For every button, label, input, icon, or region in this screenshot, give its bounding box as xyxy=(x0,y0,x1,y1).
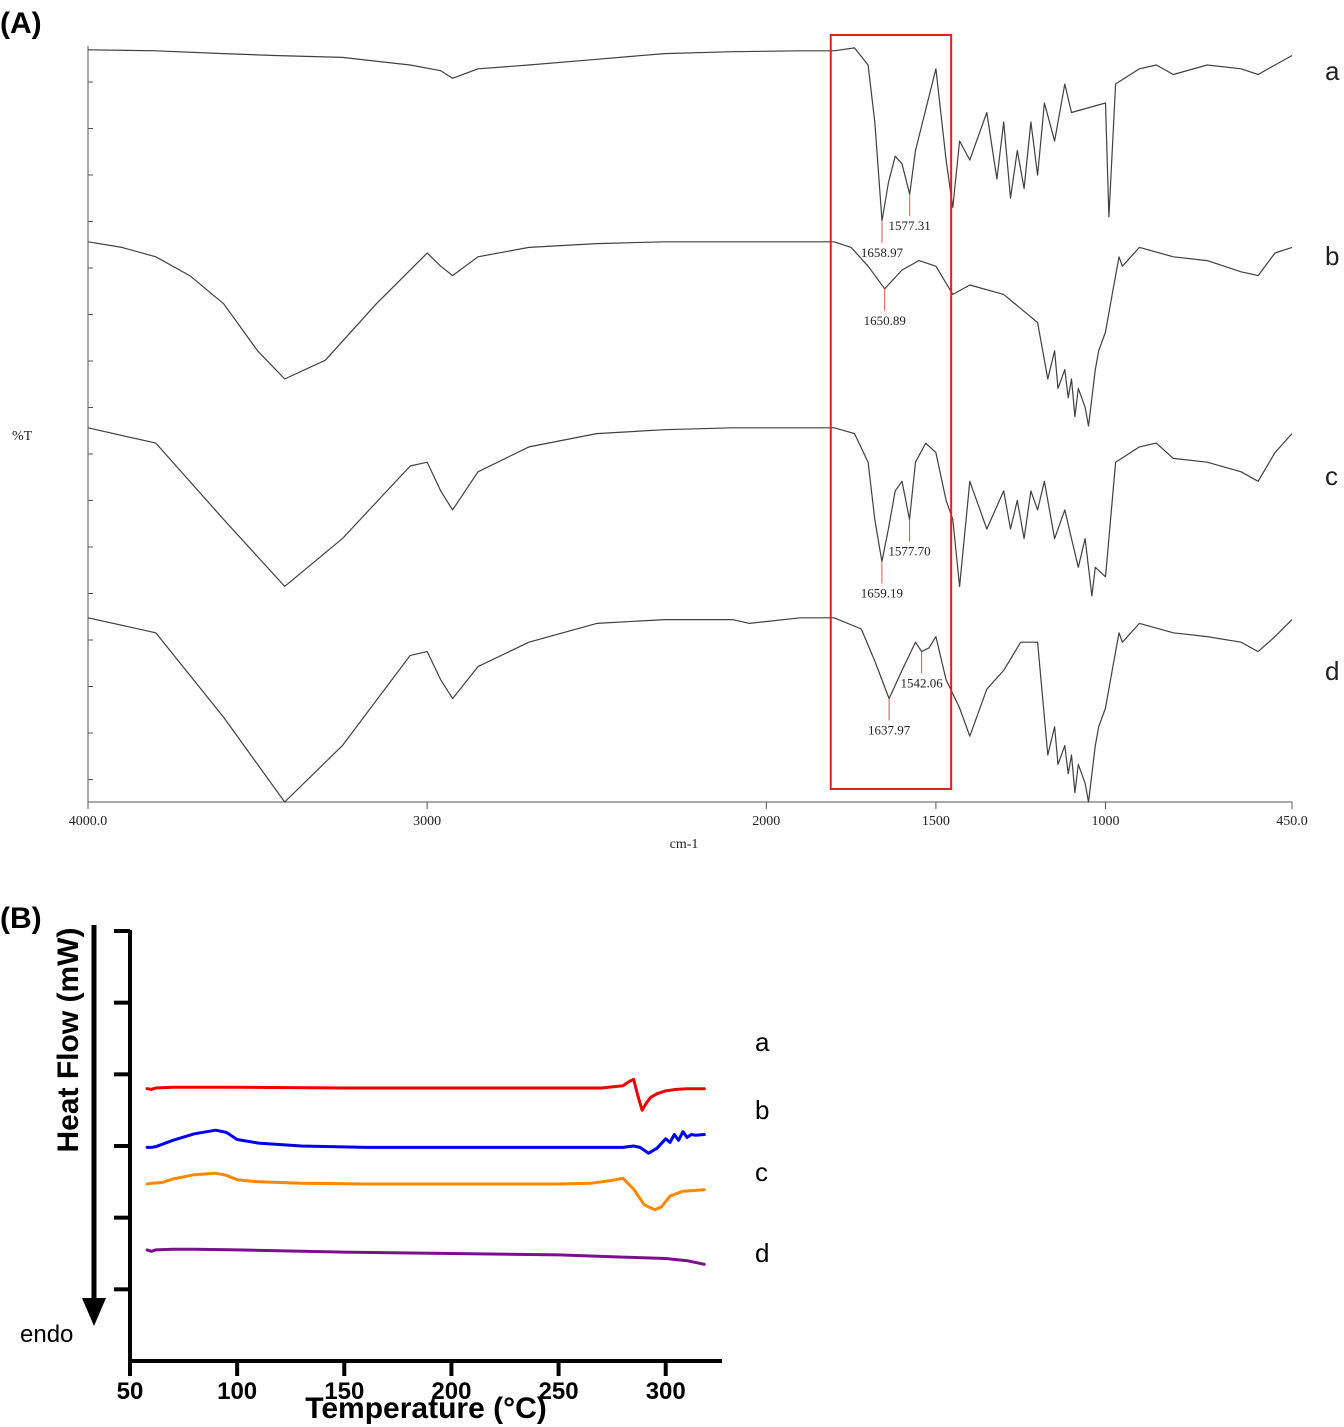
dsc-x-tick-label: 250 xyxy=(539,1378,579,1405)
dsc-series-label-b: b xyxy=(755,1095,769,1125)
svg-text:Heat Flow (mW): Heat Flow (mW) xyxy=(52,928,85,1153)
ftir-x-tick-label: 3000 xyxy=(413,814,441,829)
ftir-y-axis-label: %T xyxy=(12,429,33,444)
endo-arrow-head xyxy=(82,1298,106,1326)
dsc-x-tick-label: 300 xyxy=(646,1378,686,1405)
dsc-y-axis-title: Heat Flow (mW) xyxy=(52,928,85,1153)
ftir-x-tick-label: 450.0 xyxy=(1276,814,1308,829)
ftir-series-label-a: a xyxy=(1325,56,1340,86)
ftir-x-tick-label: 2000 xyxy=(752,814,780,829)
dsc-x-tick-label: 200 xyxy=(431,1378,471,1405)
dsc-chart: Heat Flow (mW) endo 50 100 150 200 250 300 a b… xyxy=(20,925,770,1425)
ftir-series-d xyxy=(87,617,1293,803)
dsc-series-label-d: d xyxy=(755,1238,769,1268)
ftir-x-tick-label: 1000 xyxy=(1091,814,1119,829)
ftir-x-tick-label: 1500 xyxy=(922,814,950,829)
ftir-series-b xyxy=(87,241,1293,427)
ftir-x-axis-label: cm-1 xyxy=(670,837,699,852)
endo-label: endo xyxy=(20,1321,73,1348)
panel-a-label: (A) xyxy=(0,7,42,40)
dsc-series-label-c: c xyxy=(755,1157,768,1187)
dsc-series-d xyxy=(145,1247,706,1266)
ftir-peak-label: 1542.06 xyxy=(900,676,943,691)
dsc-x-tick-label: 100 xyxy=(217,1378,257,1405)
dsc-series-c xyxy=(145,1171,706,1212)
ftir-chart: %T cm-1 4000.0 3000 2000 1500 1000 450.0 1658… xyxy=(12,34,1340,852)
panel-b-label: (B) xyxy=(0,902,42,935)
ftir-peak-label: 1577.31 xyxy=(889,218,931,233)
ftir-series-label-b: b xyxy=(1325,241,1339,271)
ftir-series-label-c: c xyxy=(1325,461,1338,491)
dsc-x-axis-title: Temperature (°C) xyxy=(305,1392,546,1425)
ftir-peak-label: 1659.19 xyxy=(861,586,903,601)
ftir-series-label-d: d xyxy=(1325,656,1339,686)
ftir-peak-label: 1650.89 xyxy=(864,313,906,328)
dsc-series-b xyxy=(145,1128,706,1155)
dsc-x-tick-label: 50 xyxy=(117,1378,144,1405)
ftir-series-a xyxy=(87,47,1293,222)
ftir-highlight-box xyxy=(829,34,953,790)
dsc-x-tick-label: 150 xyxy=(324,1378,364,1405)
dsc-series-a xyxy=(145,1077,706,1112)
dsc-series-label-a: a xyxy=(755,1027,770,1057)
ftir-x-tick-label: 4000.0 xyxy=(69,814,108,829)
ftir-peak-label: 1658.97 xyxy=(861,245,904,260)
ftir-peak-label: 1637.97 xyxy=(868,723,911,738)
ftir-peak-label: 1577.70 xyxy=(888,544,930,559)
ftir-series-c xyxy=(87,427,1293,597)
